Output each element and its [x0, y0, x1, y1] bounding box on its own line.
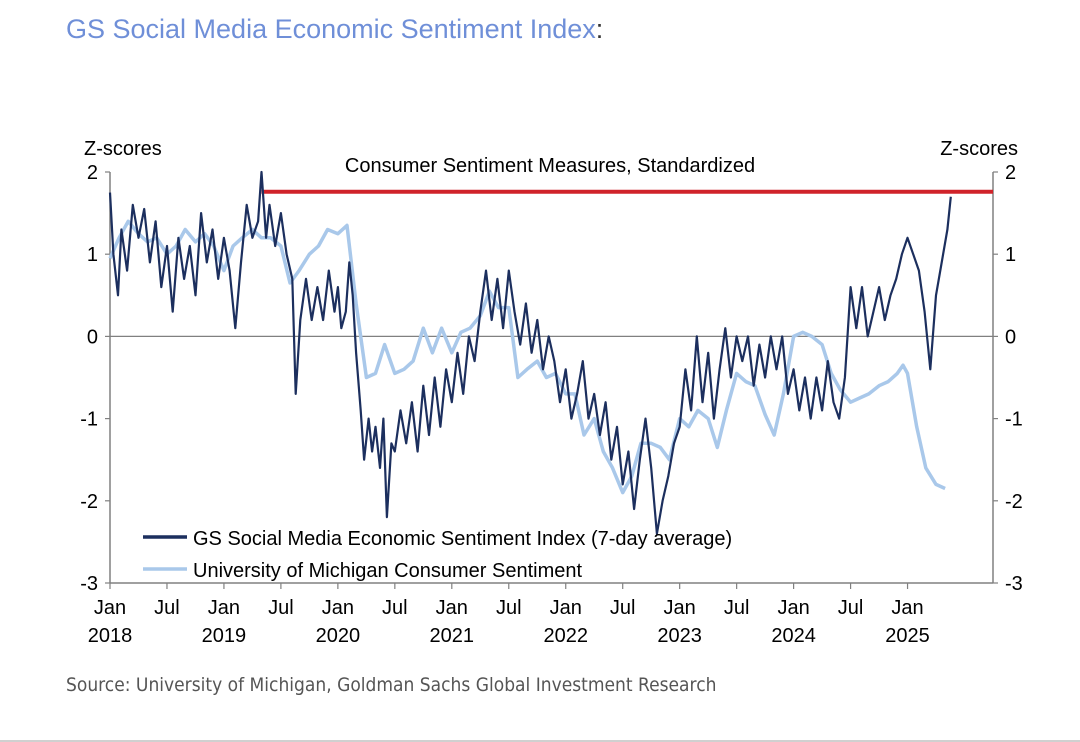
- page-title-text: GS Social Media Economic Sentiment Index: [66, 14, 596, 44]
- x-tick-label-year: 2021: [430, 625, 475, 647]
- chart-title: Consumer Sentiment Measures, Standardize…: [345, 155, 755, 177]
- y-tick-label-left: -3: [80, 573, 98, 595]
- y-tick-label-left: 1: [87, 244, 98, 266]
- x-tick-label-month: Jan: [436, 597, 468, 619]
- x-tick-label-month: Jan: [322, 597, 354, 619]
- chart-ticks: -3 -3 -2 -2 -1 -1 0 0 1 1 2 2 Jan 2018 Jul Jan 2019 Jul Ja…: [80, 162, 1023, 647]
- legend-label-umich: University of Michigan Consumer Sentimen…: [193, 560, 582, 582]
- y-tick-label-right: -1: [1005, 409, 1023, 431]
- x-tick-label-year: 2022: [543, 625, 588, 647]
- x-tick-label-year: 2019: [202, 625, 247, 647]
- x-tick-label-month: Jul: [838, 597, 864, 619]
- y-axis-left-label: Z-scores: [84, 138, 162, 160]
- y-tick-label-left: -2: [80, 491, 98, 513]
- x-tick-label-year: 2020: [316, 625, 361, 647]
- y-tick-label-right: -2: [1005, 491, 1023, 513]
- x-tick-label-month: Jul: [496, 597, 522, 619]
- y-tick-label-right: -3: [1005, 573, 1023, 595]
- x-tick-label-month: Jul: [154, 597, 180, 619]
- y-tick-label-left: 0: [87, 326, 98, 348]
- series-line-umich: [108, 219, 946, 495]
- series-line-gs: [108, 170, 952, 535]
- y-tick-label-right: 2: [1005, 162, 1016, 184]
- y-tick-label-right: 0: [1005, 326, 1016, 348]
- y-axis-right-label: Z-scores: [940, 138, 1018, 160]
- bottom-divider: [0, 740, 1080, 742]
- x-tick-label-month: Jul: [382, 597, 408, 619]
- x-tick-label-month: Jul: [268, 597, 294, 619]
- x-tick-label-month: Jan: [94, 597, 126, 619]
- x-tick-label-month: Jan: [777, 597, 809, 619]
- legend-label-gs: GS Social Media Economic Sentiment Index…: [193, 528, 732, 550]
- page-title-colon: :: [595, 14, 604, 44]
- chart-axes: [109, 172, 994, 584]
- y-tick-label-right: 1: [1005, 244, 1016, 266]
- legend: GS Social Media Economic Sentiment Index…: [143, 528, 732, 582]
- x-tick-label-month: Jul: [724, 597, 750, 619]
- x-tick-label-month: Jan: [208, 597, 240, 619]
- chart-series: [108, 170, 993, 535]
- page-title: GS Social Media Economic Sentiment Index…: [66, 14, 603, 45]
- y-tick-label-left: 2: [87, 162, 98, 184]
- y-tick-label-left: -1: [80, 409, 98, 431]
- x-tick-label-month: Jan: [664, 597, 696, 619]
- x-tick-label-year: 2025: [885, 625, 930, 647]
- x-tick-label-year: 2024: [771, 625, 816, 647]
- x-tick-label-month: Jan: [891, 597, 923, 619]
- x-tick-label-month: Jul: [610, 597, 636, 619]
- x-tick-label-year: 2018: [88, 625, 133, 647]
- x-tick-label-month: Jan: [550, 597, 582, 619]
- source-note: Source: University of Michigan, Goldman …: [66, 674, 717, 696]
- x-tick-label-year: 2023: [657, 625, 702, 647]
